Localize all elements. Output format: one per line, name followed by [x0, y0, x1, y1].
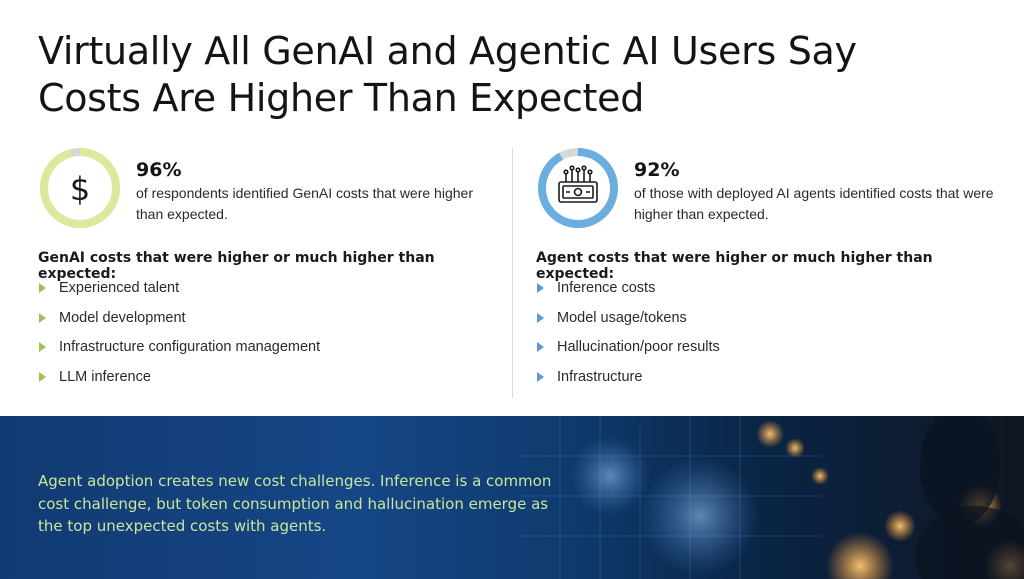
- agent-cost-list: Inference costs Model usage/tokens Hallu…: [536, 280, 720, 398]
- agent-list-heading: Agent costs that were higher or much hig…: [536, 250, 933, 282]
- bullet-triangle-icon: [537, 371, 544, 382]
- genai-donut-chart: $: [40, 148, 120, 228]
- agent-percent: 92%: [634, 159, 680, 181]
- svg-text:$: $: [70, 170, 90, 208]
- list-item: Experienced talent: [38, 280, 320, 310]
- list-item-label: LLM inference: [59, 368, 151, 385]
- list-item-label: Model usage/tokens: [557, 309, 687, 326]
- money-chip-icon: [558, 165, 598, 203]
- bullet-triangle-icon: [39, 283, 46, 293]
- agent-description: of those with deployed AI agents identif…: [634, 185, 994, 222]
- dollar-icon: $: [70, 170, 90, 208]
- title-line-1: Virtually All GenAI and Agentic AI Users…: [38, 29, 857, 73]
- genai-description: of respondents identified GenAI costs th…: [136, 185, 473, 222]
- list-item-label: Hallucination/poor results: [557, 339, 720, 355]
- bullet-triangle-icon: [39, 312, 46, 323]
- genai-percent: 96%: [136, 159, 182, 181]
- bullet-triangle-icon: [537, 312, 544, 323]
- list-item: Infrastructure: [536, 369, 720, 399]
- page-title: Virtually All GenAI and Agentic AI Users…: [38, 28, 938, 122]
- list-item-label: Experienced talent: [59, 280, 180, 296]
- list-item-label: Model development: [59, 309, 186, 326]
- genai-stat: $ 96% of respondents identified GenAI co…: [38, 146, 498, 230]
- list-item-label: Infrastructure configuration management: [59, 339, 321, 355]
- list-item: Inference costs: [536, 280, 720, 310]
- banner-background-art: [520, 416, 1024, 579]
- bullet-triangle-icon: [537, 342, 544, 352]
- genai-list-heading: GenAI costs that were higher or much hig…: [38, 250, 435, 282]
- list-item-label: Infrastructure: [557, 368, 643, 385]
- bullet-triangle-icon: [39, 371, 46, 382]
- agent-donut-fill: [538, 148, 618, 228]
- list-item: LLM inference: [38, 369, 320, 399]
- agent-stat: 92% of those with deployed AI agents ide…: [536, 146, 1006, 230]
- bullet-triangle-icon: [537, 283, 544, 293]
- title-line-2: Costs Are Higher Than Expected: [38, 76, 645, 120]
- summary-banner: Agent adoption creates new cost challeng…: [0, 416, 1024, 579]
- list-item: Model usage/tokens: [536, 310, 720, 340]
- column-divider: [512, 148, 513, 398]
- agent-donut-chart: [538, 148, 618, 228]
- genai-cost-list: Experienced talent Model development Inf…: [38, 280, 320, 398]
- banner-text: Agent adoption creates new cost challeng…: [38, 472, 552, 535]
- list-item: Hallucination/poor results: [536, 339, 720, 369]
- bullet-triangle-icon: [39, 342, 46, 352]
- agent-column: 92% of those with deployed AI agents ide…: [536, 146, 1006, 385]
- list-item: Infrastructure configuration management: [38, 339, 320, 369]
- list-item-label: Inference costs: [557, 280, 656, 296]
- genai-column: $ 96% of respondents identified GenAI co…: [38, 146, 498, 385]
- genai-donut-fill: [40, 148, 120, 228]
- list-item: Model development: [38, 310, 320, 340]
